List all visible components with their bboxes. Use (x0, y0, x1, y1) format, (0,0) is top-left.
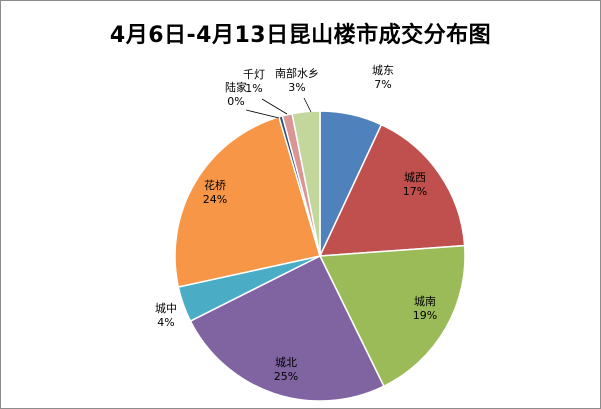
slice-percent-6: 0% (227, 95, 244, 108)
slice-label-8: 南部水乡 (275, 66, 319, 80)
pie-slice-2 (318, 244, 466, 388)
pie-slice-8 (291, 110, 321, 257)
slice-percent-2: 19% (413, 309, 437, 322)
pie-slice-5 (174, 116, 321, 288)
leader-line-7 (261, 98, 288, 115)
slice-percent-3: 25% (274, 370, 298, 383)
slice-label-3: 城北 (275, 356, 297, 369)
slice-percent-8: 3% (288, 81, 305, 94)
chart-title: 4月6日-4月13日昆山楼市成交分布图 (109, 23, 492, 48)
slice-label-4: 城中 (155, 302, 177, 315)
slice-label-1: 城西 (404, 171, 426, 184)
slice-label-6: 陆家 (225, 80, 247, 94)
slice-label-5: 花桥 (204, 179, 226, 192)
slice-label-7: 千灯 (243, 68, 265, 81)
leader-line-8 (303, 97, 312, 113)
slice-percent-7: 1% (245, 82, 262, 95)
slice-label-2: 城南 (414, 295, 436, 308)
slice-percent-4: 4% (157, 316, 174, 329)
slice-percent-1: 17% (403, 185, 427, 198)
slice-percent-0: 7% (374, 78, 391, 91)
leader-line-6 (245, 109, 280, 119)
pie-slice-1 (318, 123, 466, 257)
pie-slice-3 (189, 254, 385, 402)
slice-label-0: 城东 (372, 64, 394, 77)
slice-percent-5: 24% (203, 193, 227, 206)
